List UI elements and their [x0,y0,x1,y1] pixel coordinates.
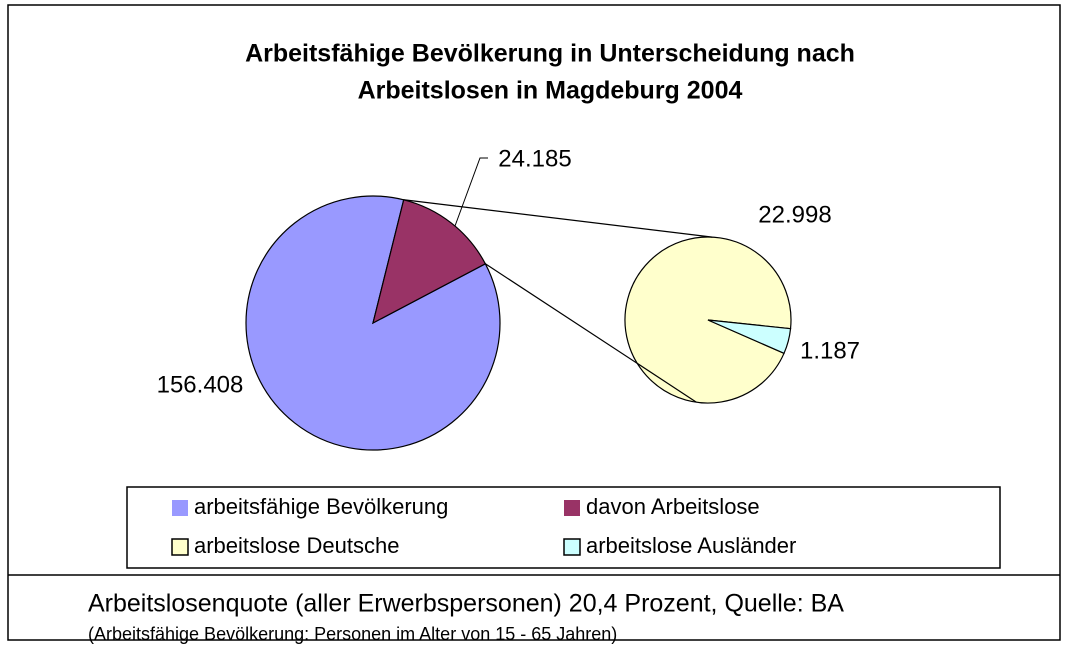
legend-label: arbeitslose Ausländer [586,533,796,558]
data-label: 156.408 [157,371,244,398]
footnote: Arbeitslosenquote (aller Erwerbspersonen… [88,590,844,618]
pie-slice [372,199,487,325]
footnote: (Arbeitsfähige Bevölkerung: Personen im … [88,624,617,644]
legend-label: arbeitsfähige Bevölkerung [194,494,448,519]
chart-title: Arbeitsfähige Bevölkerung in Unterscheid… [245,40,855,68]
data-label: 22.998 [758,201,831,228]
legend-label: arbeitslose Deutsche [194,533,399,558]
connector [403,199,713,238]
connector [485,263,697,403]
chart-title: Arbeitslosen in Magdeburg 2004 [358,77,743,105]
legend-swatch [172,500,188,516]
chart-frame [7,4,1061,641]
data-label: 1.187 [800,337,860,364]
pie-slice [707,319,792,355]
legend-swatch [563,538,581,556]
leader-line [454,157,488,227]
legend-swatch [171,538,189,556]
data-label: 24.185 [498,145,571,172]
legend-swatch [564,500,580,516]
legend-label: davon Arbeitslose [586,494,760,519]
